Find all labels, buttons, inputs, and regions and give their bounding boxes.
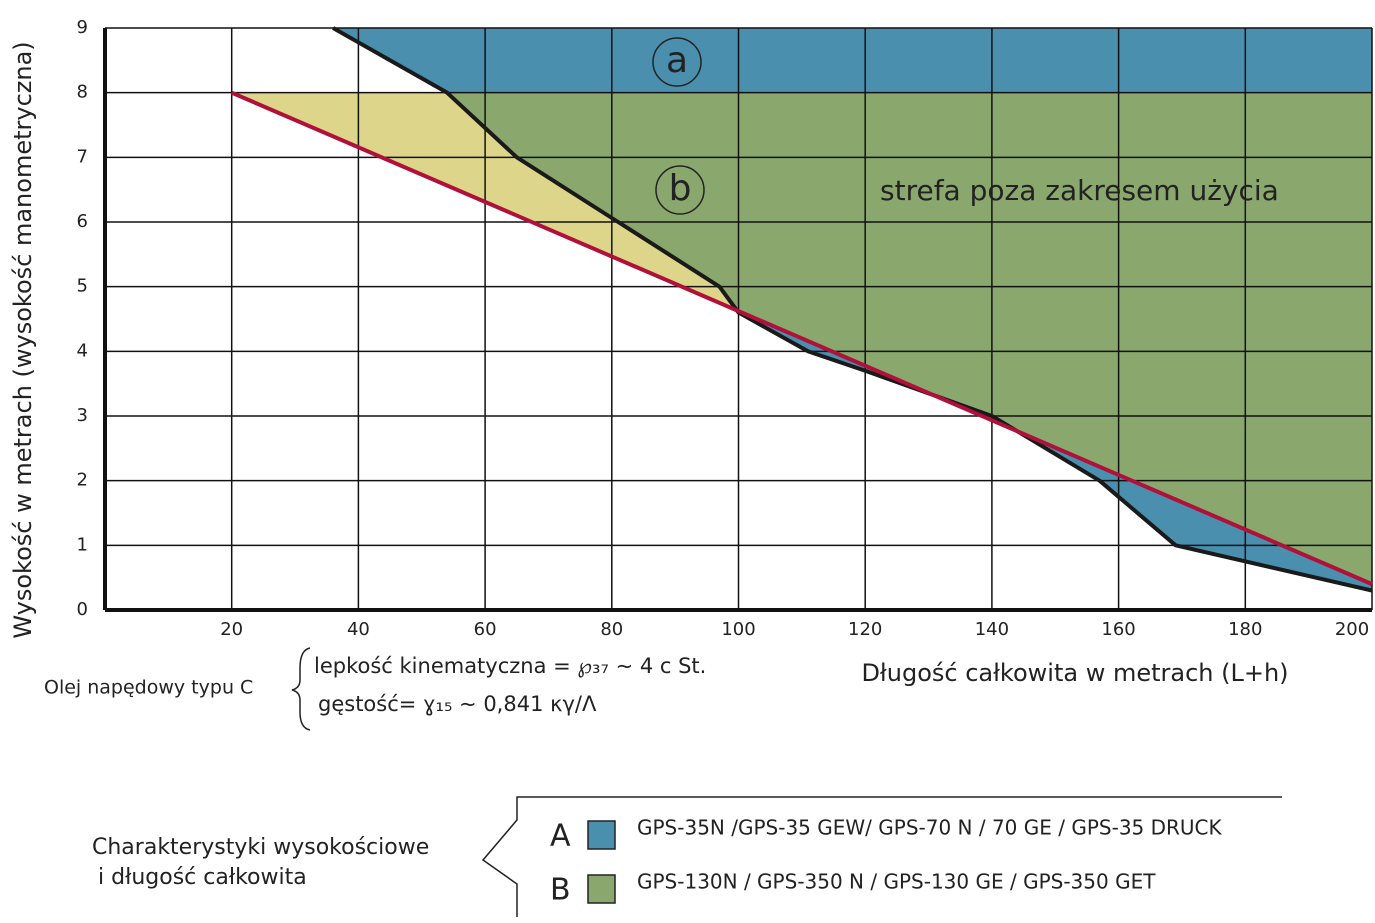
note-title: Olej napędowy typu C [44, 677, 253, 699]
x-tick-label: 60 [474, 619, 497, 640]
annotation: strefa poza zakresem użycia [880, 174, 1279, 207]
legend-title: Charakterystyki wysokościowe [92, 835, 429, 860]
x-axis-label: Długość całkowita w metrach (L+h) [861, 659, 1288, 687]
note-line: gęstość= ɣ₁₅ ∼ 0,841 κγ/Λ [318, 692, 597, 716]
y-tick-label: 3 [77, 405, 88, 426]
y-tick-label: 4 [77, 340, 88, 361]
legend-swatch [588, 875, 615, 903]
note-line: lepkość kinematyczna = ℘₃₇ ∼ 4 c St. [314, 654, 706, 678]
x-tick-label: 180 [1228, 619, 1262, 640]
x-tick-label: 160 [1101, 619, 1135, 640]
chart: Wysokość w metrach (wysokość manometrycz… [0, 0, 1375, 919]
legend-swatch [588, 821, 615, 849]
legend-title: i długość całkowita [98, 865, 307, 890]
legend-label: GPS-130N / GPS-350 N / GPS-130 GE / GPS-… [637, 870, 1156, 894]
y-axis-label: Wysokość w metrach (wysokość manometrycz… [9, 41, 37, 638]
y-tick-label: 0 [77, 599, 88, 620]
annotation: a [666, 40, 688, 81]
y-tick-label: 8 [77, 82, 88, 103]
x-tick-label: 140 [975, 619, 1009, 640]
y-tick-label: 1 [77, 534, 88, 555]
plot-area [105, 28, 1372, 610]
legend-label: GPS-35N /GPS-35 GEW/ GPS-70 N / 70 GE / … [637, 816, 1223, 840]
x-tick-label: 80 [600, 619, 623, 640]
legend-key: A [550, 819, 571, 854]
x-tick-label: 40 [347, 619, 370, 640]
y-tick-label: 2 [77, 470, 88, 491]
x-tick-label: 120 [848, 619, 882, 640]
y-tick-label: 7 [77, 146, 88, 167]
y-tick-label: 5 [77, 276, 88, 297]
y-tick-label: 6 [77, 211, 88, 232]
legend-key: B [550, 873, 571, 908]
annotation: b [669, 168, 692, 209]
brace [292, 648, 310, 730]
y-tick-label: 9 [77, 17, 88, 38]
x-tick-label: 200 [1335, 619, 1369, 640]
legend: A GPS-35N /GPS-35 GEW/ GPS-70 N / 70 GE /… [550, 816, 1223, 908]
x-tick-label: 20 [220, 619, 243, 640]
x-tick-label: 100 [721, 619, 755, 640]
